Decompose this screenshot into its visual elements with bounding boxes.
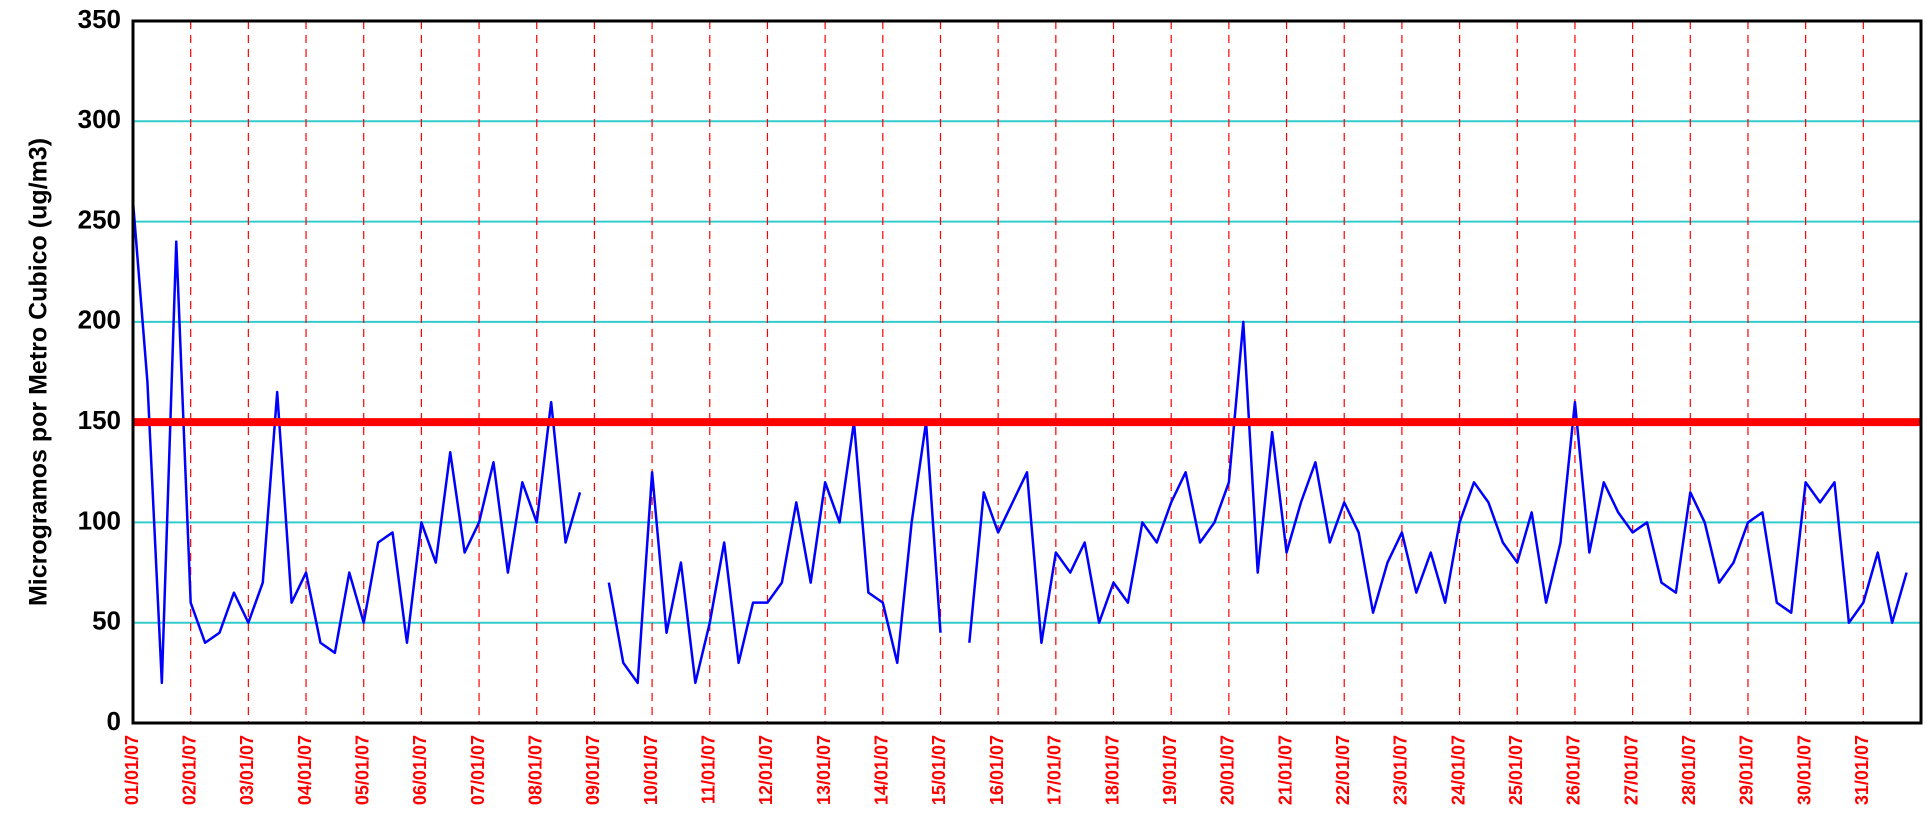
x-tick-label: 07/01/07 xyxy=(468,735,488,805)
x-tick-label: 19/01/07 xyxy=(1160,735,1180,805)
y-axis-label: Microgramos por Metro Cubico (ug/m3) xyxy=(25,138,53,606)
data-line xyxy=(133,202,1907,683)
y-tick-label: 100 xyxy=(78,505,121,535)
x-tick-label: 10/01/07 xyxy=(641,735,661,805)
y-tick-label: 350 xyxy=(78,4,121,34)
x-tick-label: 04/01/07 xyxy=(295,735,315,805)
x-tick-label: 24/01/07 xyxy=(1448,735,1468,805)
x-tick-label: 26/01/07 xyxy=(1564,735,1584,805)
x-tick-label: 11/01/07 xyxy=(699,735,719,804)
chart: Microgramos por Metro Cubico (ug/m3) 0 50… xyxy=(0,0,1927,828)
x-tick-label: 30/01/07 xyxy=(1794,735,1814,805)
x-tick-label: 17/01/07 xyxy=(1045,735,1065,805)
y-tick-label: 0 xyxy=(107,706,121,736)
x-tick-label: 21/01/07 xyxy=(1275,735,1295,805)
y-tick-label: 150 xyxy=(78,405,121,435)
y-tick-label: 200 xyxy=(78,305,121,335)
x-tick-label: 12/01/07 xyxy=(756,735,776,805)
x-tick-label: 31/01/07 xyxy=(1852,735,1872,805)
x-tick-label: 15/01/07 xyxy=(929,735,949,805)
x-tick-label: 13/01/07 xyxy=(814,735,834,805)
x-tick-label: 18/01/07 xyxy=(1102,735,1122,805)
x-tick-label: 06/01/07 xyxy=(410,735,430,805)
x-tick-label: 01/01/07 xyxy=(122,735,142,805)
x-tick-label: 09/01/07 xyxy=(583,735,603,805)
x-tick-label: 14/01/07 xyxy=(872,735,892,805)
x-tick-label: 29/01/07 xyxy=(1737,735,1757,805)
plot-frame xyxy=(133,21,1921,723)
y-tick-label: 50 xyxy=(92,606,121,636)
x-tick-label: 23/01/07 xyxy=(1391,735,1411,805)
x-tick-label: 08/01/07 xyxy=(525,735,545,805)
x-tick-label: 16/01/07 xyxy=(987,735,1007,805)
x-tick-label: 25/01/07 xyxy=(1506,735,1526,805)
y-tick-label: 300 xyxy=(78,104,121,134)
x-tick-label: 27/01/07 xyxy=(1621,735,1641,805)
x-tick-label: 05/01/07 xyxy=(352,735,372,805)
x-tick-label: 22/01/07 xyxy=(1333,735,1353,805)
x-tick-label: 03/01/07 xyxy=(237,735,257,805)
x-tick-label: 02/01/07 xyxy=(179,735,199,805)
y-tick-label: 250 xyxy=(78,204,121,234)
x-tick-label: 20/01/07 xyxy=(1218,735,1238,805)
x-tick-label: 28/01/07 xyxy=(1679,735,1699,805)
